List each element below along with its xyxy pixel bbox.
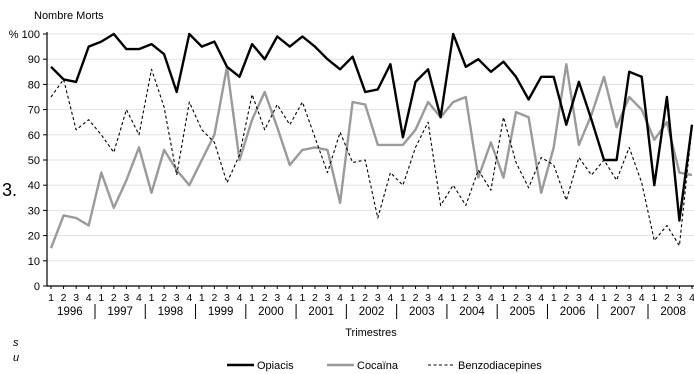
y-tick-label: 30 (28, 205, 40, 217)
x-axis-title: Trimestres (345, 327, 397, 339)
x-quarter-label: 2 (513, 292, 519, 304)
x-quarter-label: 4 (337, 292, 343, 304)
legend-label: Benzodiacepines (458, 360, 542, 372)
x-year-label: 2006 (560, 306, 586, 318)
x-quarter-label: 2 (362, 292, 368, 304)
x-quarter-label: 1 (450, 292, 456, 304)
legend-label: Opiacis (257, 360, 294, 372)
x-quarter-label: 4 (136, 292, 142, 304)
x-quarter-label: 1 (98, 292, 104, 304)
x-quarter-label: 2 (664, 292, 670, 304)
x-quarter-label: 4 (287, 292, 293, 304)
y-tick-label: 90 (28, 54, 40, 66)
x-quarter-label: 1 (299, 292, 305, 304)
x-year-labels: 1996 1997 1998 1999 2000 2001 2002 2003 2004 2005… (57, 304, 686, 319)
x-quarter-label: 1 (149, 292, 155, 304)
y-tick-label: 20 (28, 231, 40, 243)
y-tick-label: 70 (28, 105, 40, 117)
x-quarter-label: 3 (375, 292, 381, 304)
y-gridlines (47, 33, 694, 262)
series-line-benzodiacepines (50, 68, 693, 247)
y-tick-label: 40 (28, 180, 40, 192)
x-year-label: 2001 (308, 306, 334, 318)
x-year-label: 2007 (610, 306, 636, 318)
x-quarter-label: 4 (488, 292, 494, 304)
page-fragment-bottom-left-a: s (13, 337, 19, 349)
x-year-label: 1999 (208, 306, 234, 318)
y-tick-label: 50 (28, 155, 40, 167)
x-quarter-label: 1 (501, 292, 507, 304)
x-quarter-label: 4 (438, 292, 444, 304)
x-quarter-label: 1 (249, 292, 255, 304)
page-fragment-bottom-left-b: u (13, 352, 20, 364)
legend: Opiacis Cocaïna Benzodiacepines (227, 360, 542, 372)
x-quarter-label: 2 (563, 292, 569, 304)
x-quarter-label: 1 (651, 292, 657, 304)
series-line-opiacis (50, 32, 694, 222)
x-quarter-label: 3 (626, 292, 632, 304)
page-fragment-left-mark: 3. (2, 180, 18, 200)
x-quarter-label: 1 (199, 292, 205, 304)
legend-label: Cocaïna (357, 360, 399, 372)
x-quarter-label: 3 (576, 292, 582, 304)
x-quarter-label: 2 (211, 292, 217, 304)
x-year-label: 2008 (660, 306, 686, 318)
x-quarter-label: 2 (463, 292, 469, 304)
x-quarter-label: 4 (639, 292, 645, 304)
x-year-label: 2004 (459, 306, 485, 318)
y-tick-label: 10 (28, 256, 40, 268)
x-quarter-label: 2 (111, 292, 117, 304)
x-quarter-label: 3 (123, 292, 129, 304)
x-quarter-label: 4 (689, 292, 694, 304)
x-quarter-label: 4 (86, 292, 92, 304)
x-year-label: 1996 (57, 306, 83, 318)
x-quarter-label: 3 (425, 292, 431, 304)
series-line-cocana (49, 62, 693, 249)
x-quarter-label: 2 (61, 292, 67, 304)
x-year-label: 2003 (409, 306, 435, 318)
x-quarter-label: 2 (413, 292, 419, 304)
x-quarter-label: 2 (262, 292, 268, 304)
x-quarter-label: 3 (677, 292, 683, 304)
x-quarter-label: 3 (73, 292, 79, 304)
x-quarter-label: 2 (161, 292, 167, 304)
y-axis-title: Nombre Morts (34, 10, 104, 22)
x-quarter-label: 3 (526, 292, 532, 304)
y-tick-label: 60 (28, 130, 40, 142)
x-quarter-label: 2 (614, 292, 620, 304)
series-lines (49, 32, 694, 249)
x-quarter-label: 4 (538, 292, 544, 304)
y-tick-label: % 100 (9, 29, 40, 41)
x-quarter-label: 4 (387, 292, 393, 304)
x-year-label: 2005 (510, 306, 536, 318)
x-quarter-label: 1 (400, 292, 406, 304)
x-quarter-label: 2 (312, 292, 318, 304)
x-quarter-label: 3 (325, 292, 331, 304)
x-quarter-label: 3 (174, 292, 180, 304)
x-quarter-label: 1 (48, 292, 54, 304)
x-quarter-label: 3 (224, 292, 230, 304)
x-quarter-label: 3 (475, 292, 481, 304)
y-tick-label: 80 (28, 79, 40, 91)
x-quarter-label: 4 (589, 292, 595, 304)
x-year-label: 2002 (359, 306, 385, 318)
x-year-label: 1997 (107, 306, 133, 318)
x-quarter-label: 3 (274, 292, 280, 304)
x-quarter-label: 1 (350, 292, 356, 304)
x-quarter-label: 4 (186, 292, 192, 304)
y-tick-label: 0 (34, 281, 40, 293)
x-quarter-label: 4 (237, 292, 243, 304)
x-quarter-label: 1 (551, 292, 557, 304)
x-year-label: 2000 (258, 306, 284, 318)
x-quarter-label: 1 (601, 292, 607, 304)
x-year-label: 1998 (158, 306, 184, 318)
axes (46, 32, 694, 287)
y-tick-labels: % 100 90 80 70 60 50 40 30 20 10 0 (9, 29, 47, 293)
